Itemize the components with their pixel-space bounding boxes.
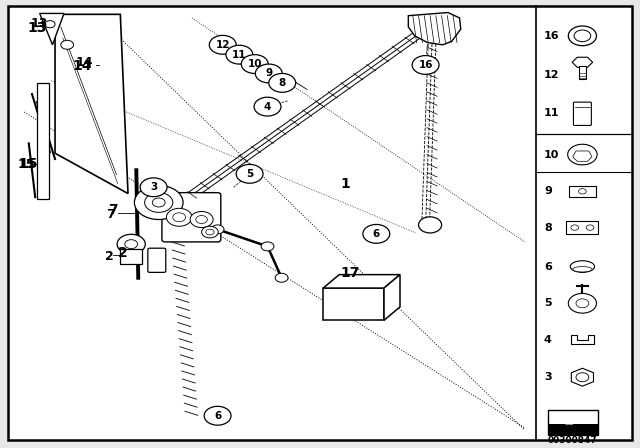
Text: 6: 6: [372, 229, 380, 239]
Text: 5: 5: [544, 298, 552, 308]
Text: 1: 1: [340, 177, 351, 191]
Circle shape: [568, 144, 597, 165]
FancyBboxPatch shape: [579, 66, 586, 79]
Text: 10: 10: [248, 59, 262, 69]
FancyBboxPatch shape: [8, 6, 632, 440]
FancyBboxPatch shape: [566, 221, 598, 234]
Circle shape: [152, 198, 165, 207]
Ellipse shape: [570, 261, 595, 272]
Circle shape: [166, 208, 192, 226]
Text: 14: 14: [76, 56, 93, 69]
Circle shape: [586, 225, 594, 230]
Circle shape: [211, 225, 224, 234]
Circle shape: [236, 164, 263, 183]
Text: 00300847: 00300847: [548, 436, 598, 445]
Circle shape: [206, 229, 214, 235]
Text: 8: 8: [278, 78, 286, 88]
Circle shape: [261, 242, 274, 251]
FancyBboxPatch shape: [120, 249, 142, 264]
Circle shape: [173, 213, 186, 222]
Circle shape: [204, 406, 231, 425]
Text: 9: 9: [265, 69, 273, 78]
Text: 11: 11: [232, 50, 246, 60]
Circle shape: [579, 189, 586, 194]
Circle shape: [568, 26, 596, 46]
Circle shape: [568, 293, 596, 313]
Circle shape: [419, 217, 442, 233]
Circle shape: [574, 30, 591, 42]
Text: 6: 6: [214, 411, 221, 421]
Circle shape: [134, 185, 183, 220]
Polygon shape: [323, 275, 400, 288]
Text: 15: 15: [19, 156, 38, 171]
Text: 7: 7: [108, 202, 118, 217]
Circle shape: [254, 97, 281, 116]
Polygon shape: [55, 14, 128, 194]
FancyBboxPatch shape: [323, 288, 384, 320]
Text: 3: 3: [544, 372, 552, 382]
Polygon shape: [572, 368, 593, 386]
Ellipse shape: [573, 267, 592, 272]
Circle shape: [255, 64, 282, 83]
Text: 2: 2: [118, 246, 128, 260]
Polygon shape: [40, 13, 64, 45]
Circle shape: [117, 234, 145, 254]
Text: 3: 3: [150, 182, 157, 192]
Text: 16: 16: [419, 60, 433, 70]
Circle shape: [209, 35, 236, 54]
Polygon shape: [408, 13, 461, 45]
Text: 15: 15: [18, 158, 35, 172]
Circle shape: [196, 215, 207, 224]
Polygon shape: [573, 151, 592, 161]
Circle shape: [45, 21, 55, 28]
Circle shape: [190, 211, 213, 228]
Text: 11: 11: [544, 108, 559, 118]
Text: 7: 7: [106, 207, 115, 221]
FancyBboxPatch shape: [37, 83, 49, 199]
FancyBboxPatch shape: [569, 186, 596, 197]
Polygon shape: [571, 335, 594, 344]
FancyBboxPatch shape: [148, 248, 166, 272]
FancyBboxPatch shape: [162, 193, 221, 242]
FancyBboxPatch shape: [548, 410, 598, 435]
Text: 8: 8: [544, 223, 552, 233]
Circle shape: [363, 224, 390, 243]
Circle shape: [571, 225, 579, 230]
Text: 5: 5: [246, 169, 253, 179]
Circle shape: [241, 55, 268, 73]
Text: 12: 12: [544, 70, 559, 80]
Circle shape: [275, 273, 288, 282]
Circle shape: [226, 45, 253, 64]
Text: 13: 13: [28, 21, 47, 35]
Polygon shape: [384, 275, 400, 320]
Circle shape: [145, 193, 173, 212]
Circle shape: [269, 73, 296, 92]
Text: 13: 13: [31, 17, 48, 30]
Text: 4: 4: [544, 335, 552, 345]
Text: 14: 14: [72, 59, 92, 73]
FancyBboxPatch shape: [573, 102, 591, 125]
Circle shape: [202, 226, 218, 238]
Circle shape: [412, 56, 439, 74]
Circle shape: [576, 299, 589, 308]
Circle shape: [125, 240, 138, 249]
Text: 10: 10: [544, 150, 559, 159]
Text: 17: 17: [340, 266, 360, 280]
Polygon shape: [572, 57, 593, 67]
Text: 6: 6: [544, 262, 552, 271]
Text: 4: 4: [264, 102, 271, 112]
Text: 16: 16: [544, 31, 559, 41]
Text: 12: 12: [216, 40, 230, 50]
Circle shape: [576, 373, 589, 382]
Circle shape: [140, 178, 167, 197]
FancyBboxPatch shape: [548, 424, 598, 435]
Circle shape: [61, 40, 74, 49]
Text: 9: 9: [544, 186, 552, 196]
Text: 2: 2: [104, 250, 113, 263]
